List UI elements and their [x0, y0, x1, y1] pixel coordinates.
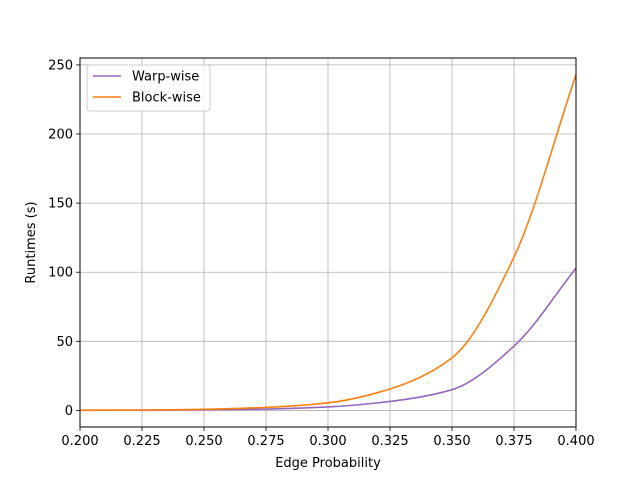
- x-tick-label: 0.225: [123, 434, 160, 449]
- x-tick-label: 0.250: [185, 434, 222, 449]
- y-tick-label: 100: [48, 266, 73, 281]
- x-tick-label: 0.375: [495, 434, 532, 449]
- y-tick-label: 0: [65, 404, 73, 419]
- y-tick-label: 200: [48, 128, 73, 143]
- legend-label-warp-wise: Warp-wise: [132, 70, 199, 85]
- x-tick-label: 0.325: [371, 434, 408, 449]
- x-tick-label: 0.350: [433, 434, 470, 449]
- y-axis-ticks: 0 50 100 150 200 250: [48, 58, 80, 419]
- series-line-block-wise: [79, 74, 577, 411]
- y-tick-label: 50: [56, 335, 73, 350]
- legend: Warp-wise Block-wise: [86, 64, 211, 112]
- y-axis-label: Runtimes (s): [24, 201, 39, 283]
- series-lines: [79, 74, 577, 412]
- x-tick-label: 0.200: [61, 434, 98, 449]
- x-axis-ticks: 0.200 0.225 0.250 0.275 0.300 0.325 0.350 0.375…: [61, 427, 595, 449]
- grid-lines: [79, 58, 577, 427]
- y-tick-label: 150: [48, 197, 73, 212]
- y-tick-label: 250: [48, 58, 73, 73]
- x-tick-label: 0.300: [309, 434, 346, 449]
- x-tick-label: 0.400: [557, 434, 594, 449]
- x-axis-label: Edge Probability: [275, 456, 381, 471]
- x-tick-label: 0.275: [247, 434, 284, 449]
- legend-label-block-wise: Block-wise: [132, 91, 201, 106]
